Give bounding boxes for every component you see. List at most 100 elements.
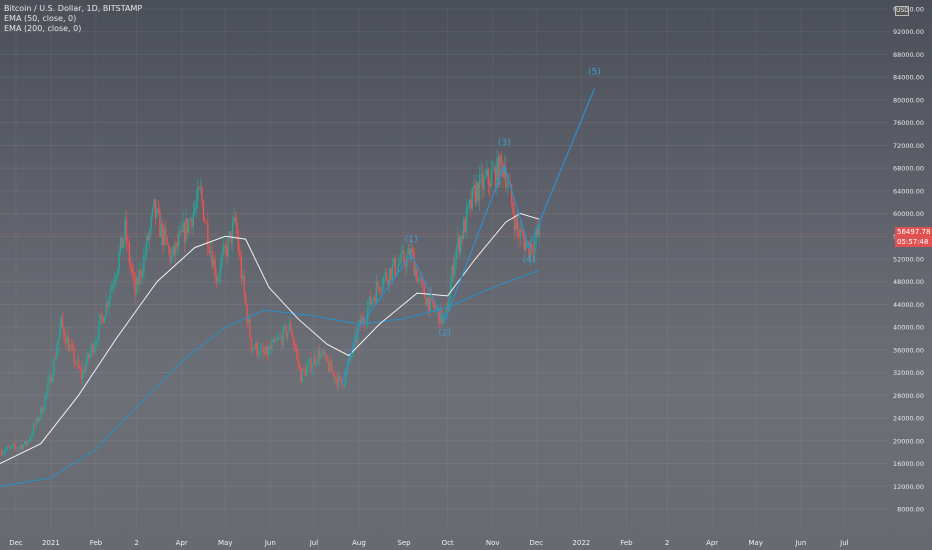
candle-body — [131, 268, 133, 273]
x-tick-label: Feb — [90, 539, 103, 547]
candle-body — [276, 338, 279, 341]
candle-body — [271, 342, 273, 350]
candle-body — [86, 353, 88, 365]
candle-body — [468, 199, 471, 206]
x-tick-label: 2021 — [42, 539, 60, 547]
x-tick-label: Jul — [309, 539, 319, 547]
candle-body — [500, 155, 503, 164]
candle-body — [87, 353, 90, 358]
candle-body — [228, 231, 231, 237]
candle-body — [320, 353, 322, 359]
candle-body — [316, 362, 318, 365]
candle-body — [58, 329, 61, 341]
candle-body — [262, 347, 264, 353]
candle-body — [380, 290, 382, 292]
candle-body — [460, 235, 462, 253]
candle-body — [444, 314, 446, 317]
candle-body — [79, 367, 81, 369]
legend-ema50[interactable]: EMA (50, close, 0) — [4, 14, 77, 23]
candle-body — [454, 259, 456, 275]
candle-body — [487, 169, 490, 184]
candle-body — [282, 327, 285, 346]
x-tick-label: Dec — [9, 539, 23, 547]
candle-body — [39, 407, 42, 418]
y-tick-label: 16000.00 — [893, 460, 924, 468]
candle-body — [92, 344, 94, 353]
candle-body — [465, 207, 468, 233]
candle-body — [207, 222, 209, 247]
candle-body — [252, 347, 254, 351]
candle-body — [42, 408, 45, 413]
candle-body — [22, 444, 24, 450]
candle-body — [433, 304, 436, 310]
legend-ema200[interactable]: EMA (200, close, 0) — [4, 24, 82, 33]
candle-body — [8, 446, 10, 448]
candle-body — [34, 425, 36, 427]
candle-body — [503, 168, 506, 178]
candle-body — [377, 281, 379, 286]
candle-body — [324, 354, 327, 357]
candle-body — [82, 369, 84, 379]
candle-body — [301, 368, 303, 382]
candle-body — [211, 250, 213, 268]
candle-body — [435, 308, 437, 310]
candle-body — [470, 199, 472, 210]
candle-body — [422, 280, 424, 287]
candle-body — [414, 269, 417, 276]
candle-body — [531, 244, 533, 251]
x-tick-label: Feb — [620, 539, 633, 547]
candle-body — [61, 316, 64, 328]
x-tick-label: Jun — [264, 539, 276, 547]
candle-body — [439, 306, 442, 324]
candle-body — [122, 239, 125, 248]
candle-body — [303, 368, 305, 370]
candle-body — [3, 451, 6, 454]
candle-body — [204, 220, 206, 223]
candle-body — [364, 321, 366, 324]
wave-label: (1) — [405, 235, 418, 245]
candle-body — [115, 275, 117, 281]
candle-body — [10, 445, 13, 448]
y-tick-label: 72000.00 — [893, 142, 924, 150]
candle-body — [292, 338, 295, 345]
wave-labels: (1) (2) (3) (4) (5) — [405, 67, 601, 338]
candle-body — [298, 363, 301, 368]
candle-body — [160, 223, 163, 238]
candle-body — [37, 417, 39, 422]
candle-body — [221, 252, 224, 261]
candle-body — [278, 337, 280, 339]
candle-body — [191, 218, 193, 228]
candle-body — [425, 297, 427, 306]
legend-symbol[interactable]: Bitcoin / U.S. Dollar, 1D, BITSTAMP — [4, 4, 143, 13]
ema200-line — [0, 269, 540, 487]
candle-body — [521, 229, 523, 232]
candle-body — [327, 361, 330, 372]
candle-body — [257, 355, 260, 357]
candle-body — [0, 451, 3, 456]
candle-body — [321, 351, 324, 354]
candle-body — [512, 202, 514, 215]
candle-body — [413, 253, 415, 276]
candle-body — [240, 256, 242, 279]
candle-body — [467, 205, 469, 208]
candle-body — [141, 273, 144, 277]
candle-body — [71, 345, 74, 348]
y-tick-label: 52000.00 — [893, 256, 924, 264]
candle-body — [18, 446, 20, 449]
chart-legend: Bitcoin / U.S. Dollar, 1D, BITSTAMP EMA … — [4, 4, 142, 34]
candle-body — [432, 295, 434, 305]
candle-body — [247, 319, 250, 324]
wave-label: (5) — [588, 67, 601, 77]
candle-body — [295, 349, 298, 355]
candle-body — [226, 247, 228, 257]
candle-body — [205, 222, 208, 224]
candle-body — [359, 320, 362, 326]
candle-body — [284, 326, 286, 328]
candle-body — [108, 299, 110, 307]
candle-body — [70, 344, 72, 346]
candle-body — [41, 407, 43, 413]
y-tick-label: 32000.00 — [893, 369, 924, 377]
currency-badge[interactable]: USD — [895, 6, 909, 16]
candle-body — [67, 336, 70, 351]
